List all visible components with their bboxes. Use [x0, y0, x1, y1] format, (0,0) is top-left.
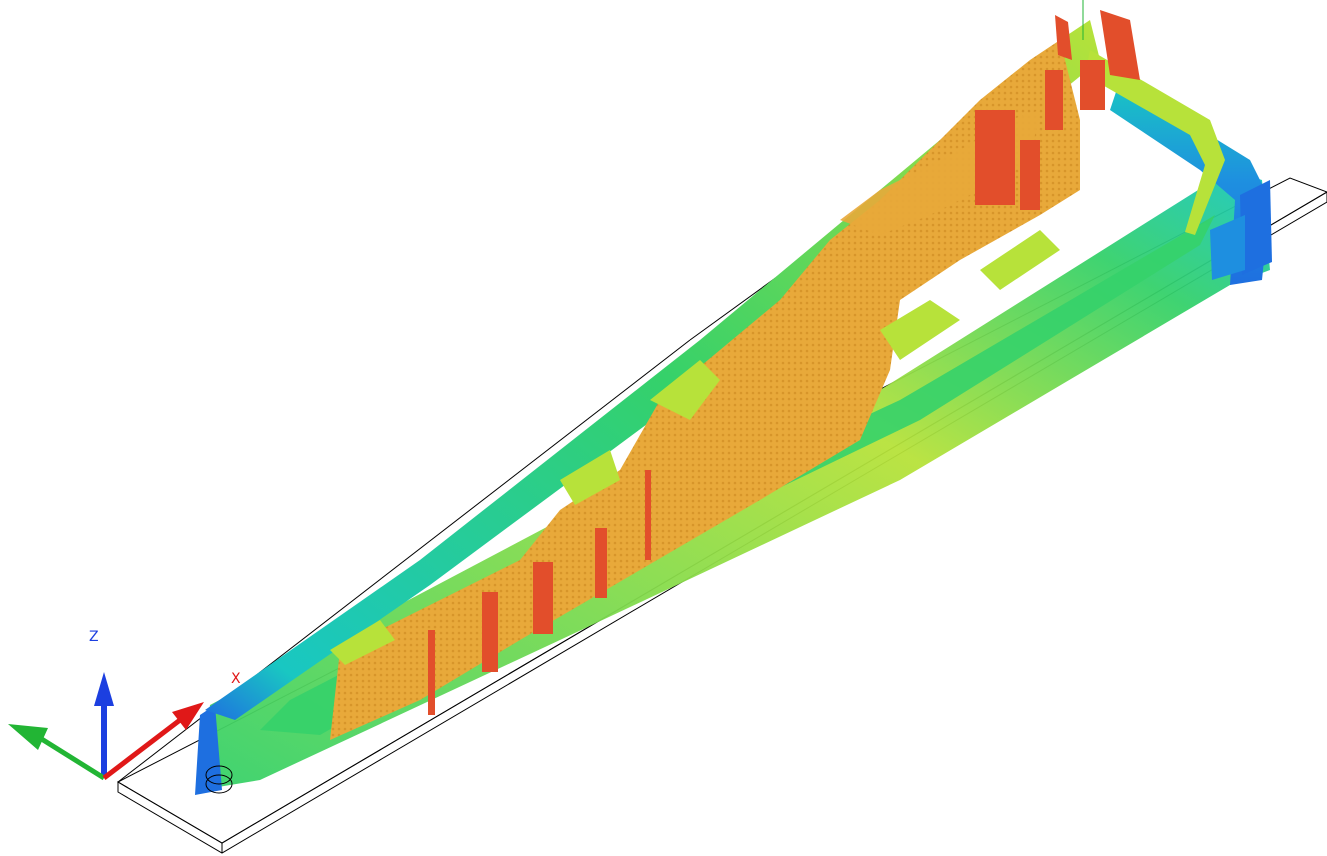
coordinate-triad: Z X — [8, 629, 241, 781]
z-axis-label: Z — [89, 629, 99, 645]
y-axis-arrow-icon — [8, 724, 106, 781]
tool-marker — [205, 765, 233, 794]
z-axis-arrow-icon — [94, 672, 114, 778]
part-peak-columns — [428, 10, 1140, 715]
part-far-end — [1210, 180, 1272, 280]
x-axis-label: X — [231, 671, 241, 687]
x-axis-arrow-icon — [102, 702, 204, 780]
